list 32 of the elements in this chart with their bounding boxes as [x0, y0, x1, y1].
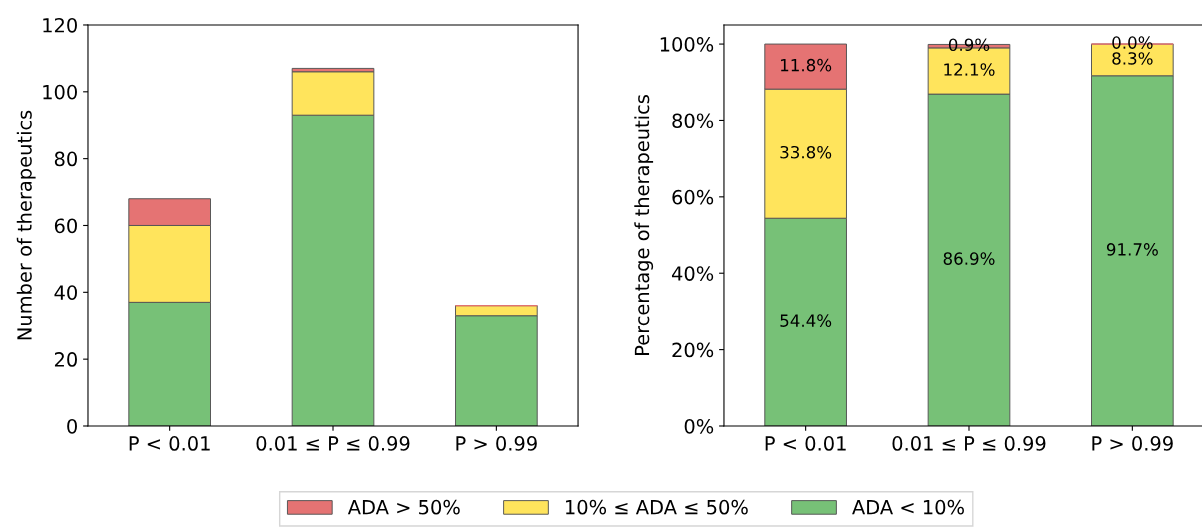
data-label: 54.4%	[780, 314, 832, 327]
y-tick-label: 0%	[684, 418, 714, 434]
y-tick-label: 40%	[671, 266, 714, 281]
x-tick-label: 0.01 ≤ P ≤ 0.99	[892, 436, 1046, 451]
y-tick-label: 0	[67, 418, 77, 434]
y-tick-label: 60%	[672, 189, 714, 205]
y-axis-title: Percentage of therapeutics	[634, 95, 654, 355]
x-tick-label: P > 0.99	[1092, 436, 1173, 451]
x-tick-label: P < 0.01	[129, 436, 210, 451]
data-label: 91.7%	[1106, 243, 1158, 256]
data-label: 33.8%	[780, 145, 832, 159]
y-tick-label: 100	[43, 84, 77, 100]
y-tick-label: 100%	[660, 37, 714, 52]
legend-label: ADA < 10%	[852, 499, 964, 515]
data-label: 86.9%	[943, 252, 995, 265]
data-label: 0.0%	[1112, 36, 1153, 49]
y-tick-label: 120	[43, 17, 77, 33]
x-tick-label: P < 0.01	[765, 436, 846, 451]
y-tick-label: 40	[54, 285, 77, 300]
y-tick-label: 80%	[672, 113, 714, 129]
x-tick-label: P > 0.99	[456, 436, 537, 451]
y-tick-label: 80	[54, 151, 77, 167]
data-label: 11.8%	[781, 58, 832, 72]
legend-label: ADA > 50%	[347, 499, 460, 515]
y-tick-label: 60	[54, 218, 77, 234]
y-tick-label: 20%	[672, 342, 714, 358]
y-tick-label: 20	[54, 352, 77, 367]
legend-label: 10% ≤ ADA ≤ 50%	[566, 499, 748, 515]
data-label: 12.1%	[944, 63, 995, 76]
data-label: 8.3%	[1112, 52, 1153, 65]
y-axis-title: Number of therapeutics	[16, 110, 36, 340]
x-tick-label: 0.01 ≤ P ≤ 0.99	[256, 436, 410, 451]
